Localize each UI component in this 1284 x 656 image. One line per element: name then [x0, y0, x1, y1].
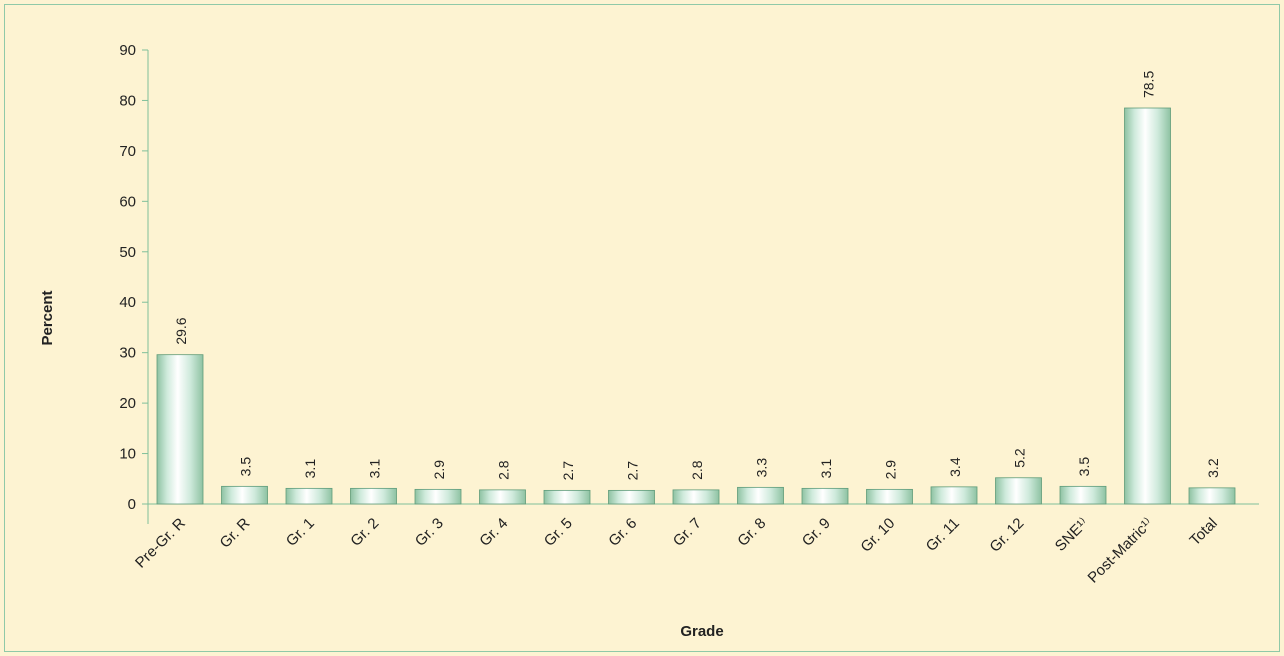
data-label: 3.5	[1076, 457, 1092, 477]
x-tick-label: Gr. 3	[412, 515, 447, 550]
bar	[480, 490, 526, 504]
x-tick-label: Gr. 4	[476, 515, 511, 550]
x-tick-label: Total	[1186, 515, 1220, 549]
bar	[802, 488, 848, 504]
x-tick-label: Post-Matric¹⁾	[1085, 515, 1157, 587]
bars	[157, 108, 1235, 504]
bar	[286, 488, 332, 504]
bar	[1060, 486, 1106, 504]
y-tick-label: 0	[128, 496, 136, 513]
y-axis-title: Percent	[39, 290, 56, 345]
bar	[222, 486, 268, 504]
x-tick-label: Gr. 1	[283, 515, 318, 550]
bar	[415, 489, 461, 504]
y-tick-label: 80	[119, 92, 136, 109]
data-label: 3.1	[818, 459, 834, 479]
data-label: 2.7	[625, 461, 641, 481]
x-tick-label: Gr. 11	[923, 515, 963, 555]
x-tick-label: Gr. 6	[605, 515, 640, 550]
y-tick-label: 60	[119, 193, 136, 210]
bar	[609, 490, 655, 504]
bar	[1125, 108, 1171, 504]
y-tick-label: 40	[119, 294, 136, 311]
chart-border	[5, 5, 1280, 652]
x-tick-label: Gr. 10	[857, 515, 898, 556]
x-tick-label: SNE¹⁾	[1052, 515, 1092, 555]
data-label: 2.7	[560, 461, 576, 481]
x-tick-labels: Pre-Gr. R Gr. R Gr. 1 Gr. 2 Gr. 3 Gr. 4 Gr. 5 G…	[132, 515, 1221, 587]
x-axis-title: Grade	[680, 623, 723, 640]
data-label: 78.5	[1141, 71, 1157, 98]
x-tick-label: Gr. R	[217, 515, 254, 552]
x-tick-label: Gr. 5	[541, 515, 576, 550]
data-label: 3.2	[1205, 458, 1221, 478]
bar-chart: 0 10 20 30 40 50 60 70 80 90 Pre-Gr. R Gr. R Gr. 1 G…	[4, 4, 1280, 652]
bar	[738, 487, 784, 504]
data-labels: 29.6 3.5 3.1 3.1 2.9 2.8 2.7 2.7 2.8 3.3 3.1 2.9 3.4…	[173, 71, 1221, 481]
data-label: 3.4	[947, 457, 963, 477]
data-label: 3.1	[367, 459, 383, 479]
y-tick-labels: 0 10 20 30 40 50 60 70 80 90	[119, 42, 136, 513]
y-tick-label: 10	[119, 446, 136, 463]
y-tick-label: 90	[119, 42, 136, 59]
data-label: 29.6	[173, 317, 189, 344]
bar	[351, 488, 397, 504]
data-label: 2.9	[883, 460, 899, 480]
bar	[1189, 488, 1235, 504]
data-label: 3.3	[754, 458, 770, 478]
bar	[996, 478, 1042, 504]
data-label: 2.9	[431, 460, 447, 480]
bar	[673, 490, 719, 504]
y-tick-label: 30	[119, 345, 136, 362]
x-tick-label: Gr. 8	[734, 515, 769, 550]
y-tick-label: 70	[119, 143, 136, 160]
data-label: 2.8	[496, 460, 512, 480]
y-tick-label: 20	[119, 395, 136, 412]
x-tick-label: Gr. 7	[670, 515, 705, 550]
bar	[931, 487, 977, 504]
bar	[867, 489, 913, 504]
data-label: 5.2	[1012, 448, 1028, 468]
x-tick-label: Pre-Gr. R	[132, 515, 189, 572]
y-tick-label: 50	[119, 244, 136, 261]
x-tick-label: Gr. 9	[799, 515, 834, 550]
bar	[157, 355, 203, 504]
chart-frame: 0 10 20 30 40 50 60 70 80 90 Pre-Gr. R Gr. R Gr. 1 G…	[4, 4, 1280, 652]
data-label: 2.8	[689, 460, 705, 480]
x-tick-label: Gr. 12	[986, 515, 1027, 556]
axes	[142, 50, 1259, 524]
x-tick-label: Gr. 2	[347, 515, 382, 550]
data-label: 3.5	[238, 457, 254, 477]
data-label: 3.1	[302, 459, 318, 479]
bar	[544, 490, 590, 504]
